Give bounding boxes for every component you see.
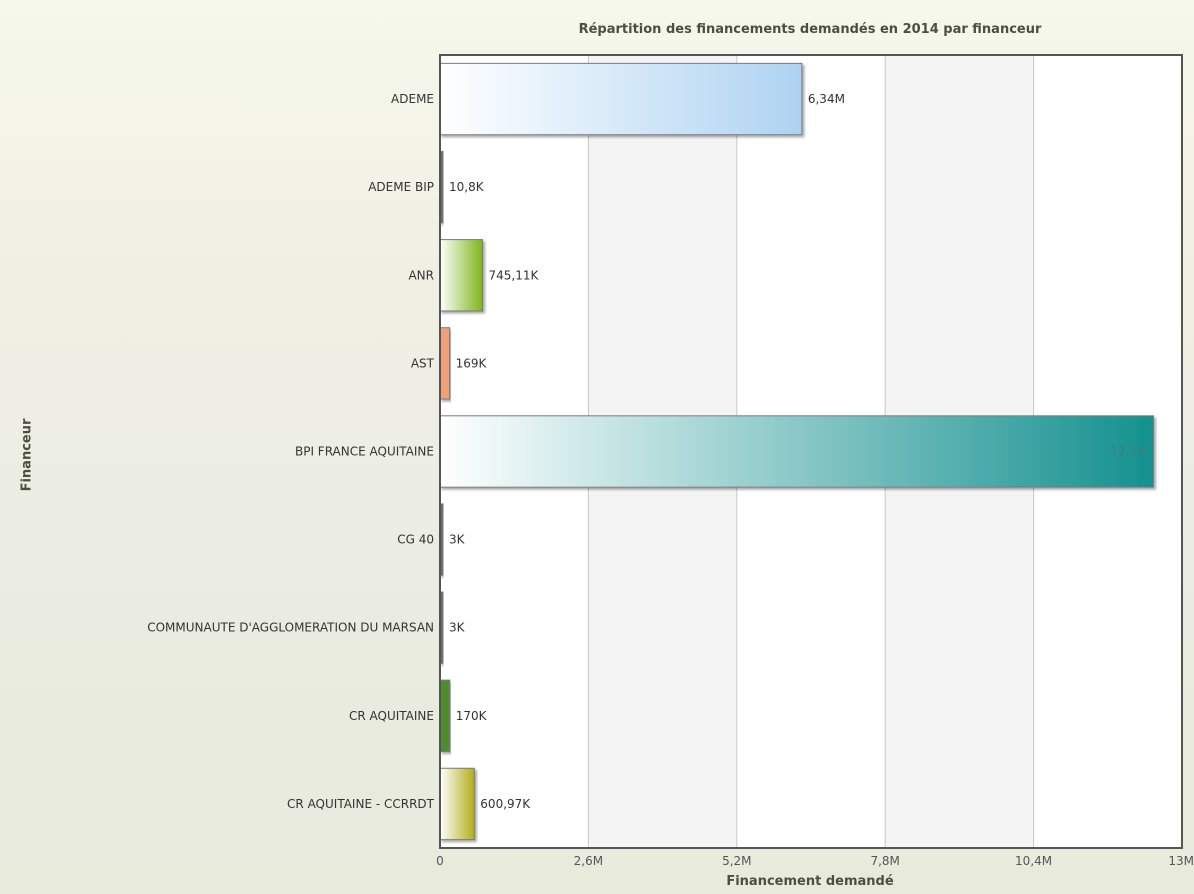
category-label: COMMUNAUTE D'AGGLOMERATION DU MARSAN bbox=[147, 621, 434, 635]
data-label: 3K bbox=[449, 621, 466, 635]
category-label: CR AQUITAINE - CCRRDT bbox=[287, 797, 435, 811]
x-tick-label: 7,8M bbox=[870, 854, 899, 868]
bar bbox=[439, 415, 1154, 488]
data-label: 170K bbox=[456, 709, 488, 723]
category-label: CR AQUITAINE bbox=[349, 709, 434, 723]
y-axis-label: Financeur bbox=[19, 418, 35, 492]
data-label: 3K bbox=[449, 533, 466, 547]
x-tick-label: 2,6M bbox=[574, 854, 603, 868]
x-axis-label: Financement demandé bbox=[726, 874, 894, 889]
data-label: 6,34M bbox=[808, 92, 845, 106]
x-tick-label: 10,4M bbox=[1015, 854, 1052, 868]
x-tick-label: 5,2M bbox=[722, 854, 751, 868]
category-label: CG 40 bbox=[397, 533, 434, 547]
category-label: BPI FRANCE AQUITAINE bbox=[295, 445, 434, 459]
category-label: ADEME BIP bbox=[368, 180, 434, 194]
category-label: ADEME bbox=[391, 92, 434, 106]
bar bbox=[439, 239, 484, 312]
data-label: 12,5M bbox=[1110, 445, 1147, 459]
data-label: 10,8K bbox=[449, 180, 485, 194]
data-label: 169K bbox=[456, 356, 488, 370]
plot-frame bbox=[439, 54, 1183, 849]
bar bbox=[439, 62, 803, 136]
category-label: ANR bbox=[408, 268, 434, 282]
bar bbox=[439, 327, 451, 400]
chart-title: Répartition des financements demandés en… bbox=[578, 22, 1042, 37]
bar bbox=[439, 679, 451, 753]
x-tick-label: 13M bbox=[1168, 854, 1194, 868]
bar bbox=[439, 767, 475, 841]
category-label: AST bbox=[411, 356, 435, 370]
x-tick-label: 0 bbox=[436, 854, 444, 868]
data-label: 600,97K bbox=[480, 797, 531, 811]
data-label: 745,11K bbox=[489, 268, 540, 282]
